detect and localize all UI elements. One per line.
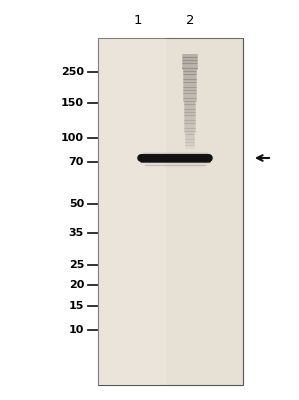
Bar <box>98 38 243 385</box>
Text: 15: 15 <box>69 301 84 311</box>
Text: 250: 250 <box>61 67 84 77</box>
Text: 2: 2 <box>186 14 194 26</box>
Bar <box>98 38 166 385</box>
Text: 50: 50 <box>69 199 84 209</box>
Text: 150: 150 <box>61 98 84 108</box>
Text: 100: 100 <box>61 133 84 143</box>
Text: 10: 10 <box>69 325 84 335</box>
Text: 25: 25 <box>69 260 84 270</box>
Text: 20: 20 <box>69 280 84 290</box>
Text: 70: 70 <box>69 157 84 167</box>
Bar <box>166 38 243 385</box>
Text: 35: 35 <box>69 228 84 238</box>
Text: 1: 1 <box>134 14 142 26</box>
